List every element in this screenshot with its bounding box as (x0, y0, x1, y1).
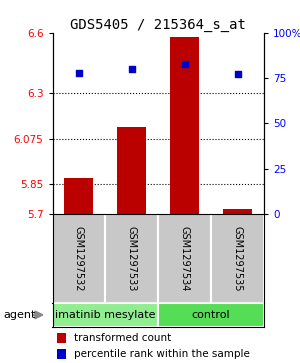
Text: control: control (192, 310, 230, 320)
Text: agent: agent (3, 310, 35, 320)
Bar (57, 349, 66, 359)
Bar (57, 333, 66, 343)
Text: percentile rank within the sample: percentile rank within the sample (74, 349, 250, 359)
Title: GDS5405 / 215364_s_at: GDS5405 / 215364_s_at (70, 18, 246, 32)
Bar (64, 178, 94, 214)
Text: transformed count: transformed count (74, 333, 171, 343)
Point (129, 66, 134, 72)
Point (76, 70, 81, 76)
Bar (117, 127, 146, 214)
Text: GSM1297532: GSM1297532 (74, 226, 84, 291)
Bar (105, 214, 158, 303)
Bar (211, 214, 264, 303)
Text: imatinib mesylate: imatinib mesylate (55, 310, 156, 320)
Bar (170, 37, 199, 214)
Bar (158, 214, 211, 303)
Bar (52, 303, 158, 327)
Bar (223, 209, 252, 214)
Text: GSM1297534: GSM1297534 (180, 226, 190, 291)
Text: GSM1297533: GSM1297533 (127, 226, 137, 291)
Bar (158, 303, 264, 327)
Text: GSM1297535: GSM1297535 (232, 226, 243, 291)
Point (235, 72, 240, 77)
Bar (52, 214, 105, 303)
Point (182, 61, 187, 66)
